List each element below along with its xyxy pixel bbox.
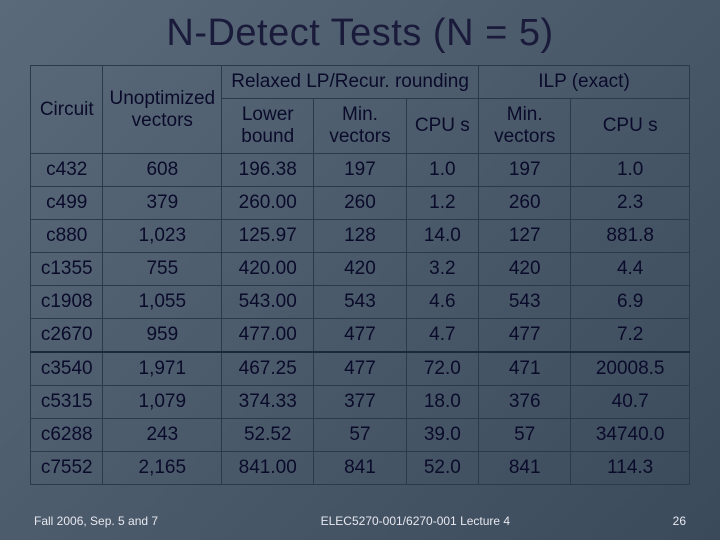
cell-cpu2: 20008.5 (571, 352, 690, 386)
slide: N-Detect Tests (N = 5) Circuit Unoptimiz… (0, 0, 720, 540)
table-row: c53151,079374.3337718.037640.7 (31, 386, 690, 419)
cell-u: 243 (103, 419, 222, 452)
cell-c: c3540 (31, 352, 103, 386)
table-row: c432608196.381971.01971.0 (31, 154, 690, 187)
cell-c: c2670 (31, 319, 103, 353)
cell-u: 1,079 (103, 386, 222, 419)
footer-center: ELEC5270-001/6270-001 Lecture 4 (158, 514, 673, 528)
cell-c: c6288 (31, 419, 103, 452)
table-row: c1355755420.004203.24204.4 (31, 253, 690, 286)
cell-mv2: 57 (479, 419, 571, 452)
results-table: Circuit Unoptimized vectors Relaxed LP/R… (30, 65, 690, 485)
cell-mv2: 420 (479, 253, 571, 286)
cell-lb: 374.33 (222, 386, 314, 419)
cell-cpu1: 3.2 (406, 253, 478, 286)
cell-c: c5315 (31, 386, 103, 419)
cell-lb: 420.00 (222, 253, 314, 286)
cell-cpu2: 4.4 (571, 253, 690, 286)
footer: Fall 2006, Sep. 5 and 7 ELEC5270-001/627… (30, 508, 690, 530)
cell-mv2: 376 (479, 386, 571, 419)
cell-lb: 841.00 (222, 452, 314, 485)
cell-mv1: 841 (314, 452, 406, 485)
cell-mv1: 543 (314, 286, 406, 319)
cell-cpu1: 52.0 (406, 452, 478, 485)
cell-c: c7552 (31, 452, 103, 485)
cell-u: 1,971 (103, 352, 222, 386)
cell-c: c1908 (31, 286, 103, 319)
cell-lb: 260.00 (222, 187, 314, 220)
cell-mv2: 127 (479, 220, 571, 253)
table-row: c499379260.002601.22602.3 (31, 187, 690, 220)
col-group-relaxed: Relaxed LP/Recur. rounding (222, 66, 479, 99)
cell-cpu1: 4.6 (406, 286, 478, 319)
cell-mv1: 377 (314, 386, 406, 419)
cell-mv1: 57 (314, 419, 406, 452)
col-group-ilp: ILP (exact) (479, 66, 690, 99)
cell-lb: 125.97 (222, 220, 314, 253)
cell-cpu1: 1.0 (406, 154, 478, 187)
cell-mv1: 477 (314, 352, 406, 386)
cell-u: 755 (103, 253, 222, 286)
col-minvec2: Min. vectors (479, 99, 571, 154)
cell-lb: 196.38 (222, 154, 314, 187)
cell-lb: 543.00 (222, 286, 314, 319)
cell-u: 1,055 (103, 286, 222, 319)
cell-c: c499 (31, 187, 103, 220)
cell-c: c1355 (31, 253, 103, 286)
cell-cpu2: 7.2 (571, 319, 690, 353)
cell-cpu1: 72.0 (406, 352, 478, 386)
table-head: Circuit Unoptimized vectors Relaxed LP/R… (31, 66, 690, 154)
cell-mv2: 477 (479, 319, 571, 353)
col-circuit: Circuit (31, 66, 103, 154)
col-minvec1: Min. vectors (314, 99, 406, 154)
table-row: c628824352.525739.05734740.0 (31, 419, 690, 452)
col-unopt: Unoptimized vectors (103, 66, 222, 154)
col-cpu1: CPU s (406, 99, 478, 154)
cell-mv2: 260 (479, 187, 571, 220)
cell-u: 608 (103, 154, 222, 187)
cell-cpu2: 1.0 (571, 154, 690, 187)
cell-cpu2: 881.8 (571, 220, 690, 253)
cell-u: 959 (103, 319, 222, 353)
cell-cpu2: 6.9 (571, 286, 690, 319)
table-body: c432608196.381971.01971.0c499379260.0026… (31, 154, 690, 485)
cell-mv1: 197 (314, 154, 406, 187)
col-cpu2: CPU s (571, 99, 690, 154)
slide-title: N-Detect Tests (N = 5) (30, 12, 690, 55)
cell-cpu1: 18.0 (406, 386, 478, 419)
cell-lb: 477.00 (222, 319, 314, 353)
cell-mv1: 420 (314, 253, 406, 286)
table-row: c2670959477.004774.74777.2 (31, 319, 690, 353)
cell-cpu1: 1.2 (406, 187, 478, 220)
cell-u: 1,023 (103, 220, 222, 253)
col-lowerbound: Lower bound (222, 99, 314, 154)
cell-mv1: 260 (314, 187, 406, 220)
cell-lb: 52.52 (222, 419, 314, 452)
cell-mv2: 543 (479, 286, 571, 319)
cell-mv1: 477 (314, 319, 406, 353)
cell-mv2: 471 (479, 352, 571, 386)
cell-u: 2,165 (103, 452, 222, 485)
cell-cpu2: 114.3 (571, 452, 690, 485)
cell-mv1: 128 (314, 220, 406, 253)
table-row: c35401,971467.2547772.047120008.5 (31, 352, 690, 386)
cell-cpu1: 4.7 (406, 319, 478, 353)
cell-mv2: 841 (479, 452, 571, 485)
cell-c: c880 (31, 220, 103, 253)
table-row: c19081,055543.005434.65436.9 (31, 286, 690, 319)
cell-cpu2: 40.7 (571, 386, 690, 419)
cell-c: c432 (31, 154, 103, 187)
cell-cpu2: 2.3 (571, 187, 690, 220)
table-row: c75522,165841.0084152.0841114.3 (31, 452, 690, 485)
cell-cpu1: 39.0 (406, 419, 478, 452)
footer-right: 26 (673, 514, 686, 528)
cell-mv2: 197 (479, 154, 571, 187)
cell-cpu1: 14.0 (406, 220, 478, 253)
footer-left: Fall 2006, Sep. 5 and 7 (34, 514, 158, 528)
cell-cpu2: 34740.0 (571, 419, 690, 452)
cell-u: 379 (103, 187, 222, 220)
table-row: c8801,023125.9712814.0127881.8 (31, 220, 690, 253)
cell-lb: 467.25 (222, 352, 314, 386)
